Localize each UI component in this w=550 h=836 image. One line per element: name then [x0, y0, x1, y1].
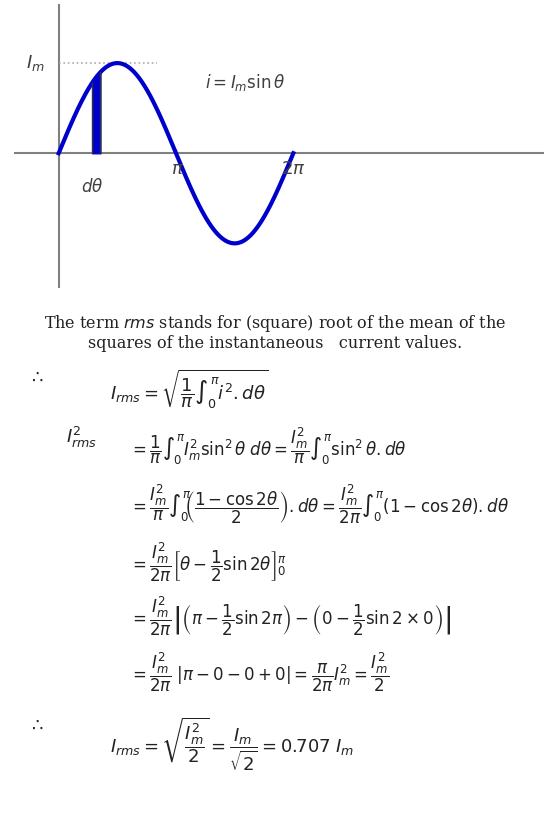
- Text: $I_{rms} = \sqrt{\dfrac{1}{\pi} \int_0^{\pi} i^2 . d\theta}$: $I_{rms} = \sqrt{\dfrac{1}{\pi} \int_0^{…: [110, 368, 268, 411]
- Text: $= \dfrac{I^2_m}{2\pi} \left[ \theta - \dfrac{1}{2} \sin 2\theta \right]_0^{\pi}: $= \dfrac{I^2_m}{2\pi} \left[ \theta - \…: [129, 540, 287, 584]
- Text: $= \dfrac{1}{\pi} \int_0^{\pi} I^2_m \sin^2 \theta \; d\theta = \dfrac{I^2_m}{\p: $= \dfrac{1}{\pi} \int_0^{\pi} I^2_m \si…: [129, 426, 407, 466]
- Text: $= \dfrac{I^2_m}{\pi} \int_0^{\pi} \!\! \left( \dfrac{1 - \cos 2\theta}{2} \righ: $= \dfrac{I^2_m}{\pi} \int_0^{\pi} \!\! …: [129, 483, 509, 526]
- Text: $\therefore$: $\therefore$: [28, 716, 43, 733]
- Text: $\pi$: $\pi$: [171, 161, 184, 178]
- Text: $i = I_m \sin\theta$: $i = I_m \sin\theta$: [205, 73, 285, 94]
- Text: $I_{rms} = \sqrt{\dfrac{I^2_m}{2}} = \dfrac{I_m}{\sqrt{2}} = 0.707 \; I_m$: $I_{rms} = \sqrt{\dfrac{I^2_m}{2}} = \df…: [110, 716, 354, 772]
- Text: $= \dfrac{I^2_m}{2\pi} \; | \pi - 0 - 0 + 0 | = \dfrac{\pi}{2\pi} I^2_m = \dfrac: $= \dfrac{I^2_m}{2\pi} \; | \pi - 0 - 0 …: [129, 651, 390, 694]
- Text: $2\pi$: $2\pi$: [281, 161, 306, 178]
- Text: $I^2_{rms}$: $I^2_{rms}$: [66, 426, 97, 451]
- Text: $= \dfrac{I^2_m}{2\pi} \left| \left( \pi - \dfrac{1}{2} \sin 2\pi \right) - \lef: $= \dfrac{I^2_m}{2\pi} \left| \left( \pi…: [129, 595, 451, 639]
- Text: $d\theta$: $d\theta$: [81, 178, 104, 196]
- Text: $\therefore$: $\therefore$: [28, 368, 43, 386]
- Text: The term $\mathit{rms}$ stands for (square) root of the mean of the: The term $\mathit{rms}$ stands for (squa…: [44, 313, 506, 334]
- Text: $I_m$: $I_m$: [26, 54, 45, 73]
- Text: squares of the instantaneous   current values.: squares of the instantaneous current val…: [88, 335, 462, 352]
